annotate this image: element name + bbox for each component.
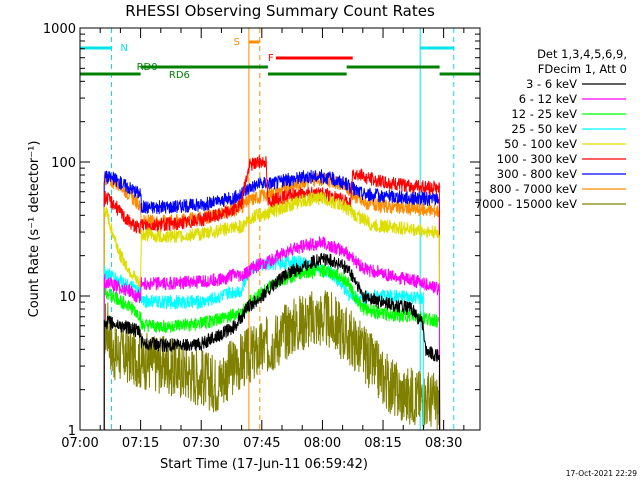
series-line-6 xyxy=(103,264,441,431)
series-line-2 xyxy=(103,169,441,431)
legend-header: FDecim 1, Att 0 xyxy=(538,62,627,76)
legend-entry-label: 100 - 300 keV xyxy=(497,152,577,166)
chart-title: RHESSI Observing Summary Count Rates xyxy=(125,2,435,20)
series-line-0 xyxy=(103,290,441,431)
series-line-8 xyxy=(103,253,441,431)
x-tick-label: 08:30 xyxy=(425,436,462,451)
x-tick-label: 07:15 xyxy=(122,436,159,451)
y-tick-label: 10 xyxy=(59,290,76,305)
rd6-label: RD6 xyxy=(169,70,190,81)
legend-entry-label: 300 - 800 keV xyxy=(497,167,577,181)
legend-entry-label: 7000 - 15000 keV xyxy=(475,197,577,211)
x-tick-label: 07:30 xyxy=(182,436,219,451)
legend-header: Det 1,3,4,5,6,9, xyxy=(537,47,627,61)
legend-entry-label: 6 - 12 keV xyxy=(519,92,577,106)
legend-entry-label: 12 - 25 keV xyxy=(511,107,577,121)
plot-frame xyxy=(79,27,481,431)
saa-label: S xyxy=(234,37,240,48)
legend-entry-label: 25 - 50 keV xyxy=(511,122,577,136)
x-tick-label: 07:45 xyxy=(243,436,280,451)
status-bars: N S F RD0 RD6 xyxy=(80,37,480,81)
x-tick-label: 08:00 xyxy=(304,436,341,451)
night-label: N xyxy=(120,43,127,54)
x-tick-label: 08:15 xyxy=(364,436,401,451)
rd0-label: RD0 xyxy=(137,62,158,73)
series-line-7 xyxy=(103,236,441,431)
y-tick-label: 1 xyxy=(68,424,76,439)
legend-entry-label: 3 - 6 keV xyxy=(526,77,577,91)
y-tick-label: 1000 xyxy=(43,22,76,37)
axes: 1 10 100 1000 07:00 07:15 07:30 07:45 08:00 08:15… xyxy=(43,22,481,451)
series-lines xyxy=(103,155,441,431)
y-axis-label: Count Rate (s⁻¹ detector⁻¹) xyxy=(27,141,42,318)
legend-entry-label: 50 - 100 keV xyxy=(504,137,577,151)
legend-entry-label: 800 - 7000 keV xyxy=(489,182,577,196)
x-tick-label: 07:00 xyxy=(61,436,98,451)
date-stamp: 17-Oct-2021 22:29 xyxy=(566,469,637,478)
flare-label: F xyxy=(268,53,274,64)
y-tick-label: 100 xyxy=(51,156,76,171)
x-axis-label: Start Time (17-Jun-11 06:59:42) xyxy=(160,457,368,472)
legend: Det 1,3,4,5,6,9,FDecim 1, Att 03 - 6 keV… xyxy=(475,47,627,211)
series-line-4 xyxy=(103,191,441,431)
